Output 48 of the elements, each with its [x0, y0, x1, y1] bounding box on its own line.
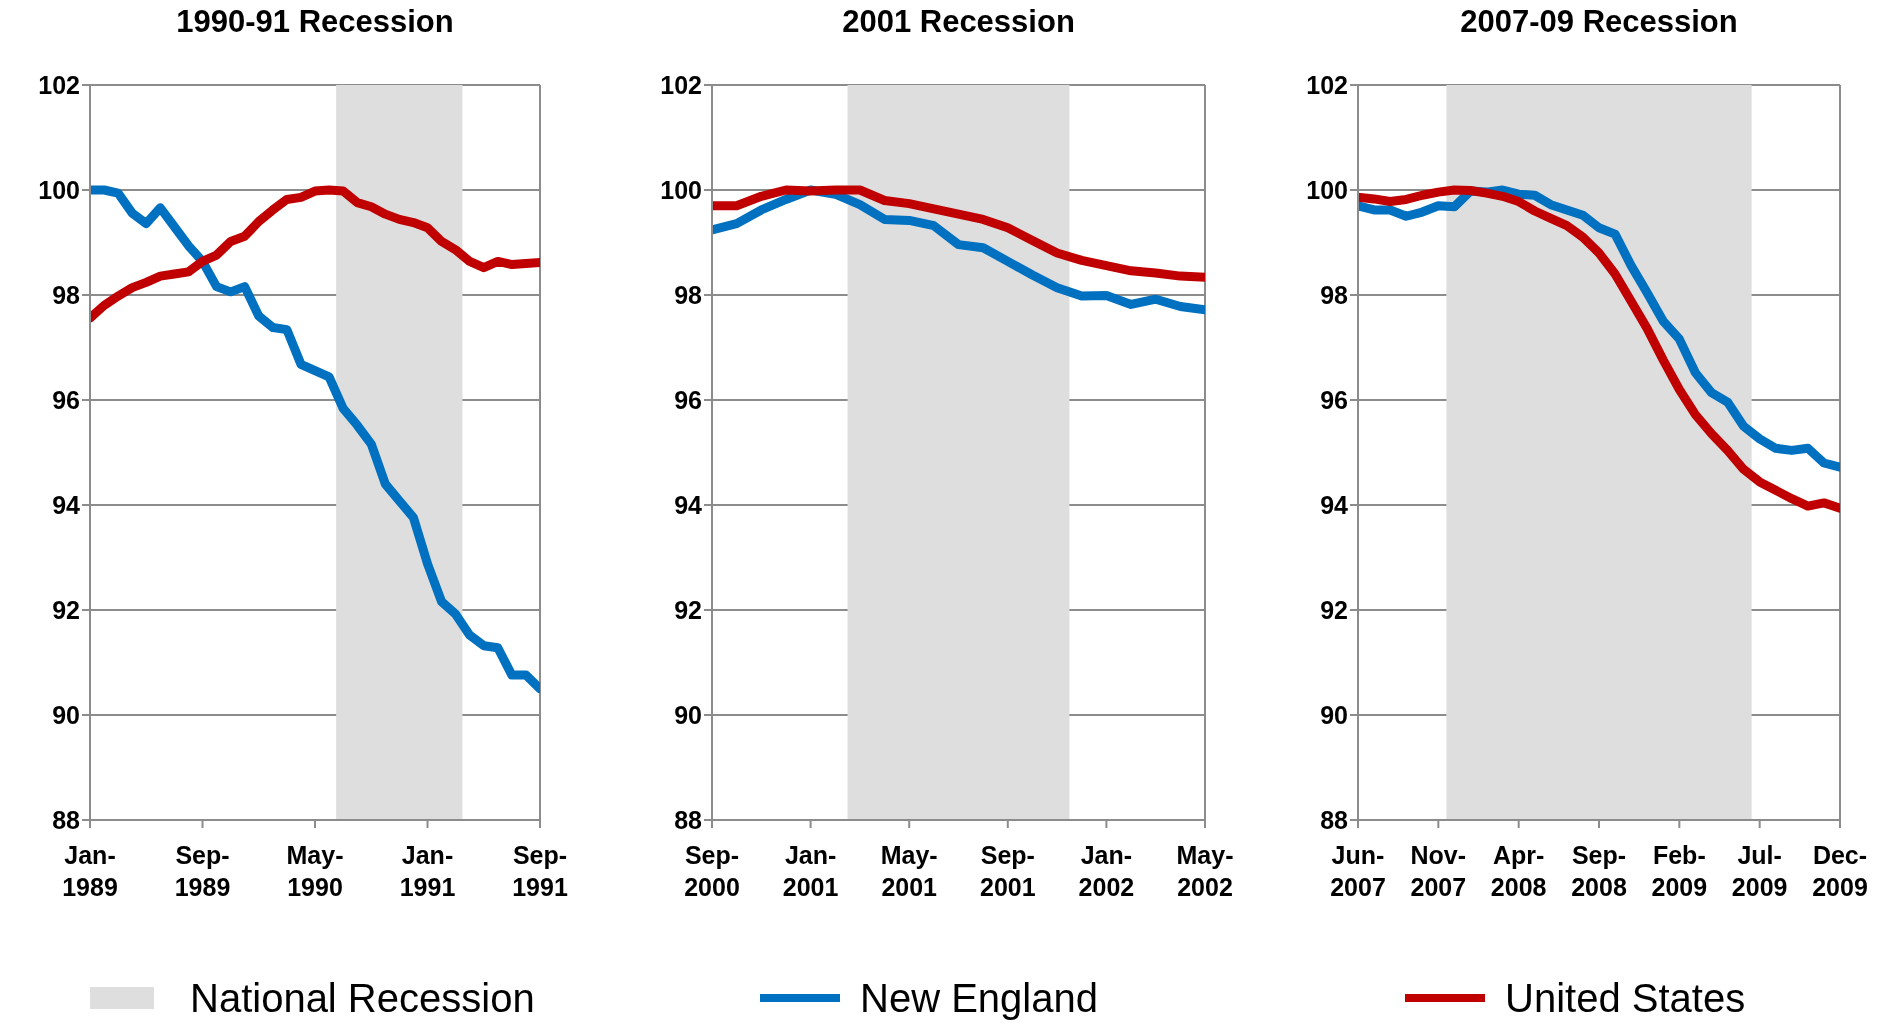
y-tick-label: 102 [38, 70, 80, 99]
y-tick-label: 90 [52, 700, 80, 729]
y-tick-label: 92 [1320, 595, 1348, 624]
x-tick-label: Dec-2009 [1812, 841, 1868, 901]
x-tick-label: May-1990 [286, 841, 344, 901]
y-tick-label: 94 [52, 490, 81, 519]
x-tick-label: Jun-2007 [1330, 841, 1386, 901]
y-tick-label: 94 [1320, 490, 1349, 519]
x-tick-label: Jan-2002 [1078, 841, 1135, 901]
legend-label: New England [860, 975, 1098, 1021]
y-tick-label: 92 [674, 595, 702, 624]
y-tick-label: 96 [52, 385, 80, 414]
x-tick-label: Sep-2000 [684, 841, 740, 901]
x-tick-label: Jan-2001 [782, 841, 839, 901]
legend-label: National Recession [190, 975, 535, 1021]
x-tick-label: Sep-2008 [1571, 841, 1627, 901]
x-tick-label: Sep-1989 [174, 841, 231, 901]
y-tick-label: 90 [674, 700, 702, 729]
y-tick-label: 98 [674, 280, 703, 309]
chart-title: 2001 Recession [841, 4, 1076, 40]
y-tick-label: 94 [674, 490, 703, 519]
y-tick-label: 102 [1306, 70, 1348, 99]
x-tick-label: Jan-1989 [62, 841, 118, 901]
y-tick-label: 98 [52, 280, 81, 309]
y-tick-label: 88 [1320, 805, 1349, 834]
x-tick-label: Nov-2007 [1410, 841, 1467, 901]
x-tick-label: May-2002 [1176, 841, 1234, 901]
chart-title: 1990-91 Recession [175, 4, 455, 40]
y-tick-label: 90 [1320, 700, 1348, 729]
y-tick-label: 100 [1306, 175, 1348, 204]
y-tick-label: 96 [674, 385, 702, 414]
y-tick-label: 88 [52, 805, 81, 834]
x-tick-label: Jul-2009 [1731, 841, 1788, 901]
y-tick-label: 96 [1320, 385, 1348, 414]
x-tick-label: Sep-1991 [512, 841, 568, 901]
x-tick-label: Apr-2008 [1490, 841, 1547, 901]
y-tick-label: 100 [660, 175, 702, 204]
y-tick-label: 92 [52, 595, 80, 624]
x-tick-label: May-2001 [880, 841, 938, 901]
x-tick-label: Feb-2009 [1651, 841, 1708, 901]
y-tick-label: 100 [38, 175, 80, 204]
x-tick-label: Sep-2001 [979, 841, 1036, 901]
legend-label: United States [1505, 975, 1746, 1021]
y-tick-label: 88 [674, 805, 703, 834]
y-tick-label: 102 [660, 70, 702, 99]
y-tick-label: 98 [1320, 280, 1349, 309]
chart-title: 2007-09 Recession [1459, 4, 1739, 40]
x-tick-label: Jan-1991 [399, 841, 456, 901]
